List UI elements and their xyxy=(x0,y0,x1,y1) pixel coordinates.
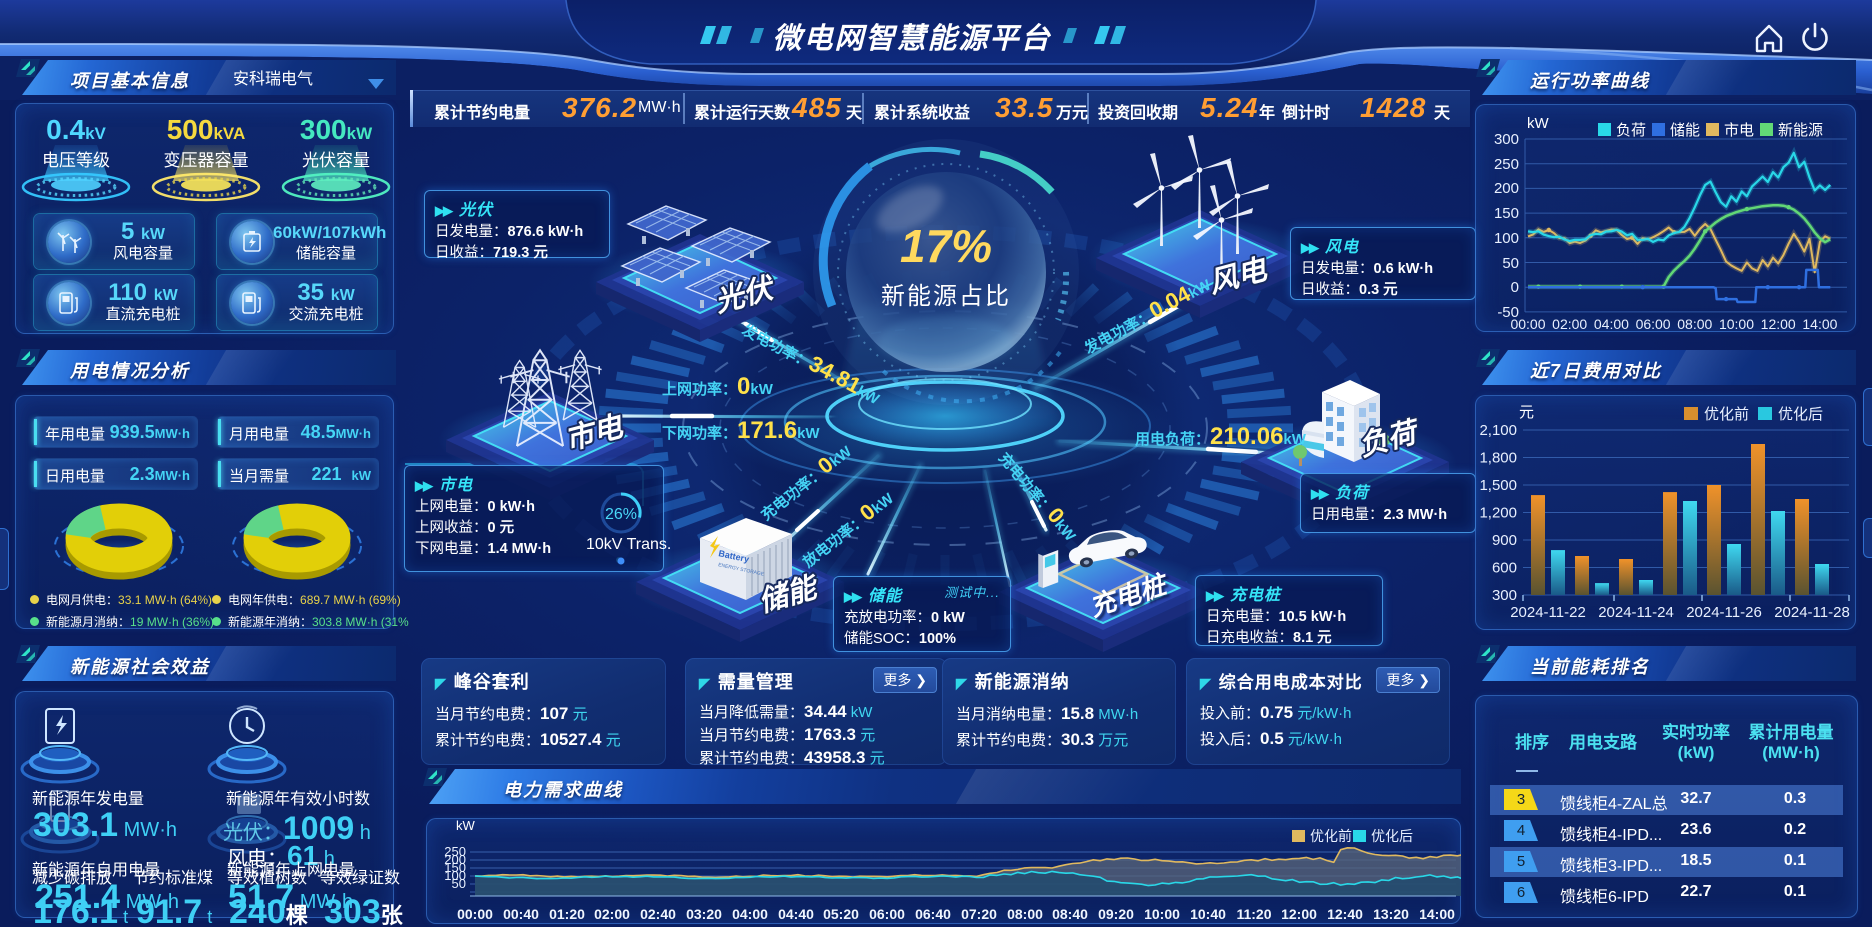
svg-text:下网功率：171.6kW: 下网功率：171.6kW xyxy=(662,417,820,444)
svg-text:用电负荷：210.06kW: 用电负荷：210.06kW xyxy=(1135,423,1307,450)
svg-text:17%: 17% xyxy=(900,220,992,272)
svg-text:08:40: 08:40 xyxy=(1052,906,1088,922)
svg-text:250: 250 xyxy=(1494,156,1519,173)
svg-text:50: 50 xyxy=(1502,255,1519,272)
svg-text:1,500: 1,500 xyxy=(1479,477,1517,494)
svg-text:14:00: 14:00 xyxy=(1419,906,1455,922)
svg-text:元: 元 xyxy=(1519,404,1534,421)
svg-text:00:00: 00:00 xyxy=(1510,316,1545,332)
svg-text:01:20: 01:20 xyxy=(549,906,585,922)
svg-text:2,100: 2,100 xyxy=(1479,422,1517,439)
svg-text:100: 100 xyxy=(444,868,466,883)
svg-text:12:00: 12:00 xyxy=(1281,906,1317,922)
svg-text:50: 50 xyxy=(452,876,466,891)
svg-text:08:00: 08:00 xyxy=(1007,906,1043,922)
svg-text:200: 200 xyxy=(1494,180,1519,197)
svg-text:600: 600 xyxy=(1492,560,1517,577)
svg-text:04:40: 04:40 xyxy=(778,906,814,922)
svg-text:12:40: 12:40 xyxy=(1327,906,1363,922)
svg-text:09:20: 09:20 xyxy=(1098,906,1134,922)
svg-text:02:00: 02:00 xyxy=(594,906,630,922)
svg-text:优化后: 优化后 xyxy=(1778,406,1823,423)
svg-text:07:20: 07:20 xyxy=(961,906,997,922)
svg-text:新能源占比: 新能源占比 xyxy=(881,283,1011,310)
svg-text:-50: -50 xyxy=(1497,304,1519,321)
svg-text:优化前: 优化前 xyxy=(1704,406,1749,423)
svg-text:新能源: 新能源 xyxy=(1778,122,1823,139)
svg-text:2024-11-26: 2024-11-26 xyxy=(1686,604,1762,621)
svg-text:08:00: 08:00 xyxy=(1677,316,1712,332)
svg-text:26%: 26% xyxy=(605,506,637,523)
svg-text:06:00: 06:00 xyxy=(869,906,905,922)
svg-text:300: 300 xyxy=(1492,587,1517,604)
svg-text:03:20: 03:20 xyxy=(686,906,722,922)
svg-text:优化前: 优化前 xyxy=(1310,828,1352,844)
svg-text:储能: 储能 xyxy=(1670,122,1700,139)
svg-text:900: 900 xyxy=(1492,532,1517,549)
svg-text:13:20: 13:20 xyxy=(1373,906,1409,922)
svg-text:02:00: 02:00 xyxy=(1552,316,1587,332)
svg-text:150: 150 xyxy=(444,860,466,875)
svg-text:1,800: 1,800 xyxy=(1479,450,1517,467)
svg-text:00:40: 00:40 xyxy=(503,906,539,922)
svg-text:kW: kW xyxy=(456,818,476,833)
svg-text:kW: kW xyxy=(1527,115,1550,132)
svg-text:04:00: 04:00 xyxy=(1594,316,1629,332)
svg-text:2024-11-28: 2024-11-28 xyxy=(1774,604,1850,621)
svg-text:10:00: 10:00 xyxy=(1719,316,1754,332)
svg-text:11:20: 11:20 xyxy=(1236,906,1271,922)
svg-text:12:00: 12:00 xyxy=(1761,316,1796,332)
svg-text:优化后: 优化后 xyxy=(1371,828,1413,844)
svg-text:上网功率：0kW: 上网功率：0kW xyxy=(662,373,774,400)
svg-text:10:00: 10:00 xyxy=(1144,906,1180,922)
svg-text:市电: 市电 xyxy=(1724,122,1754,139)
svg-text:0: 0 xyxy=(1511,279,1519,296)
svg-text:150: 150 xyxy=(1494,205,1519,222)
svg-text:04:00: 04:00 xyxy=(732,906,768,922)
svg-text:06:00: 06:00 xyxy=(1636,316,1671,332)
svg-text:微电网智慧能源平台: 微电网智慧能源平台 xyxy=(772,22,1051,55)
svg-text:负荷: 负荷 xyxy=(1616,122,1646,139)
svg-text:100: 100 xyxy=(1494,230,1519,247)
svg-text:200: 200 xyxy=(444,852,466,867)
svg-text:14:00: 14:00 xyxy=(1802,316,1837,332)
svg-text:2024-11-24: 2024-11-24 xyxy=(1598,604,1674,621)
svg-text:06:40: 06:40 xyxy=(915,906,951,922)
svg-text:10:40: 10:40 xyxy=(1190,906,1226,922)
svg-text:00:00: 00:00 xyxy=(457,906,493,922)
svg-text:2024-11-22: 2024-11-22 xyxy=(1510,604,1586,621)
svg-text:05:20: 05:20 xyxy=(823,906,859,922)
svg-text:300: 300 xyxy=(1494,131,1519,148)
svg-text:250: 250 xyxy=(444,844,466,859)
svg-text:1,200: 1,200 xyxy=(1479,505,1517,522)
svg-text:02:40: 02:40 xyxy=(640,906,676,922)
